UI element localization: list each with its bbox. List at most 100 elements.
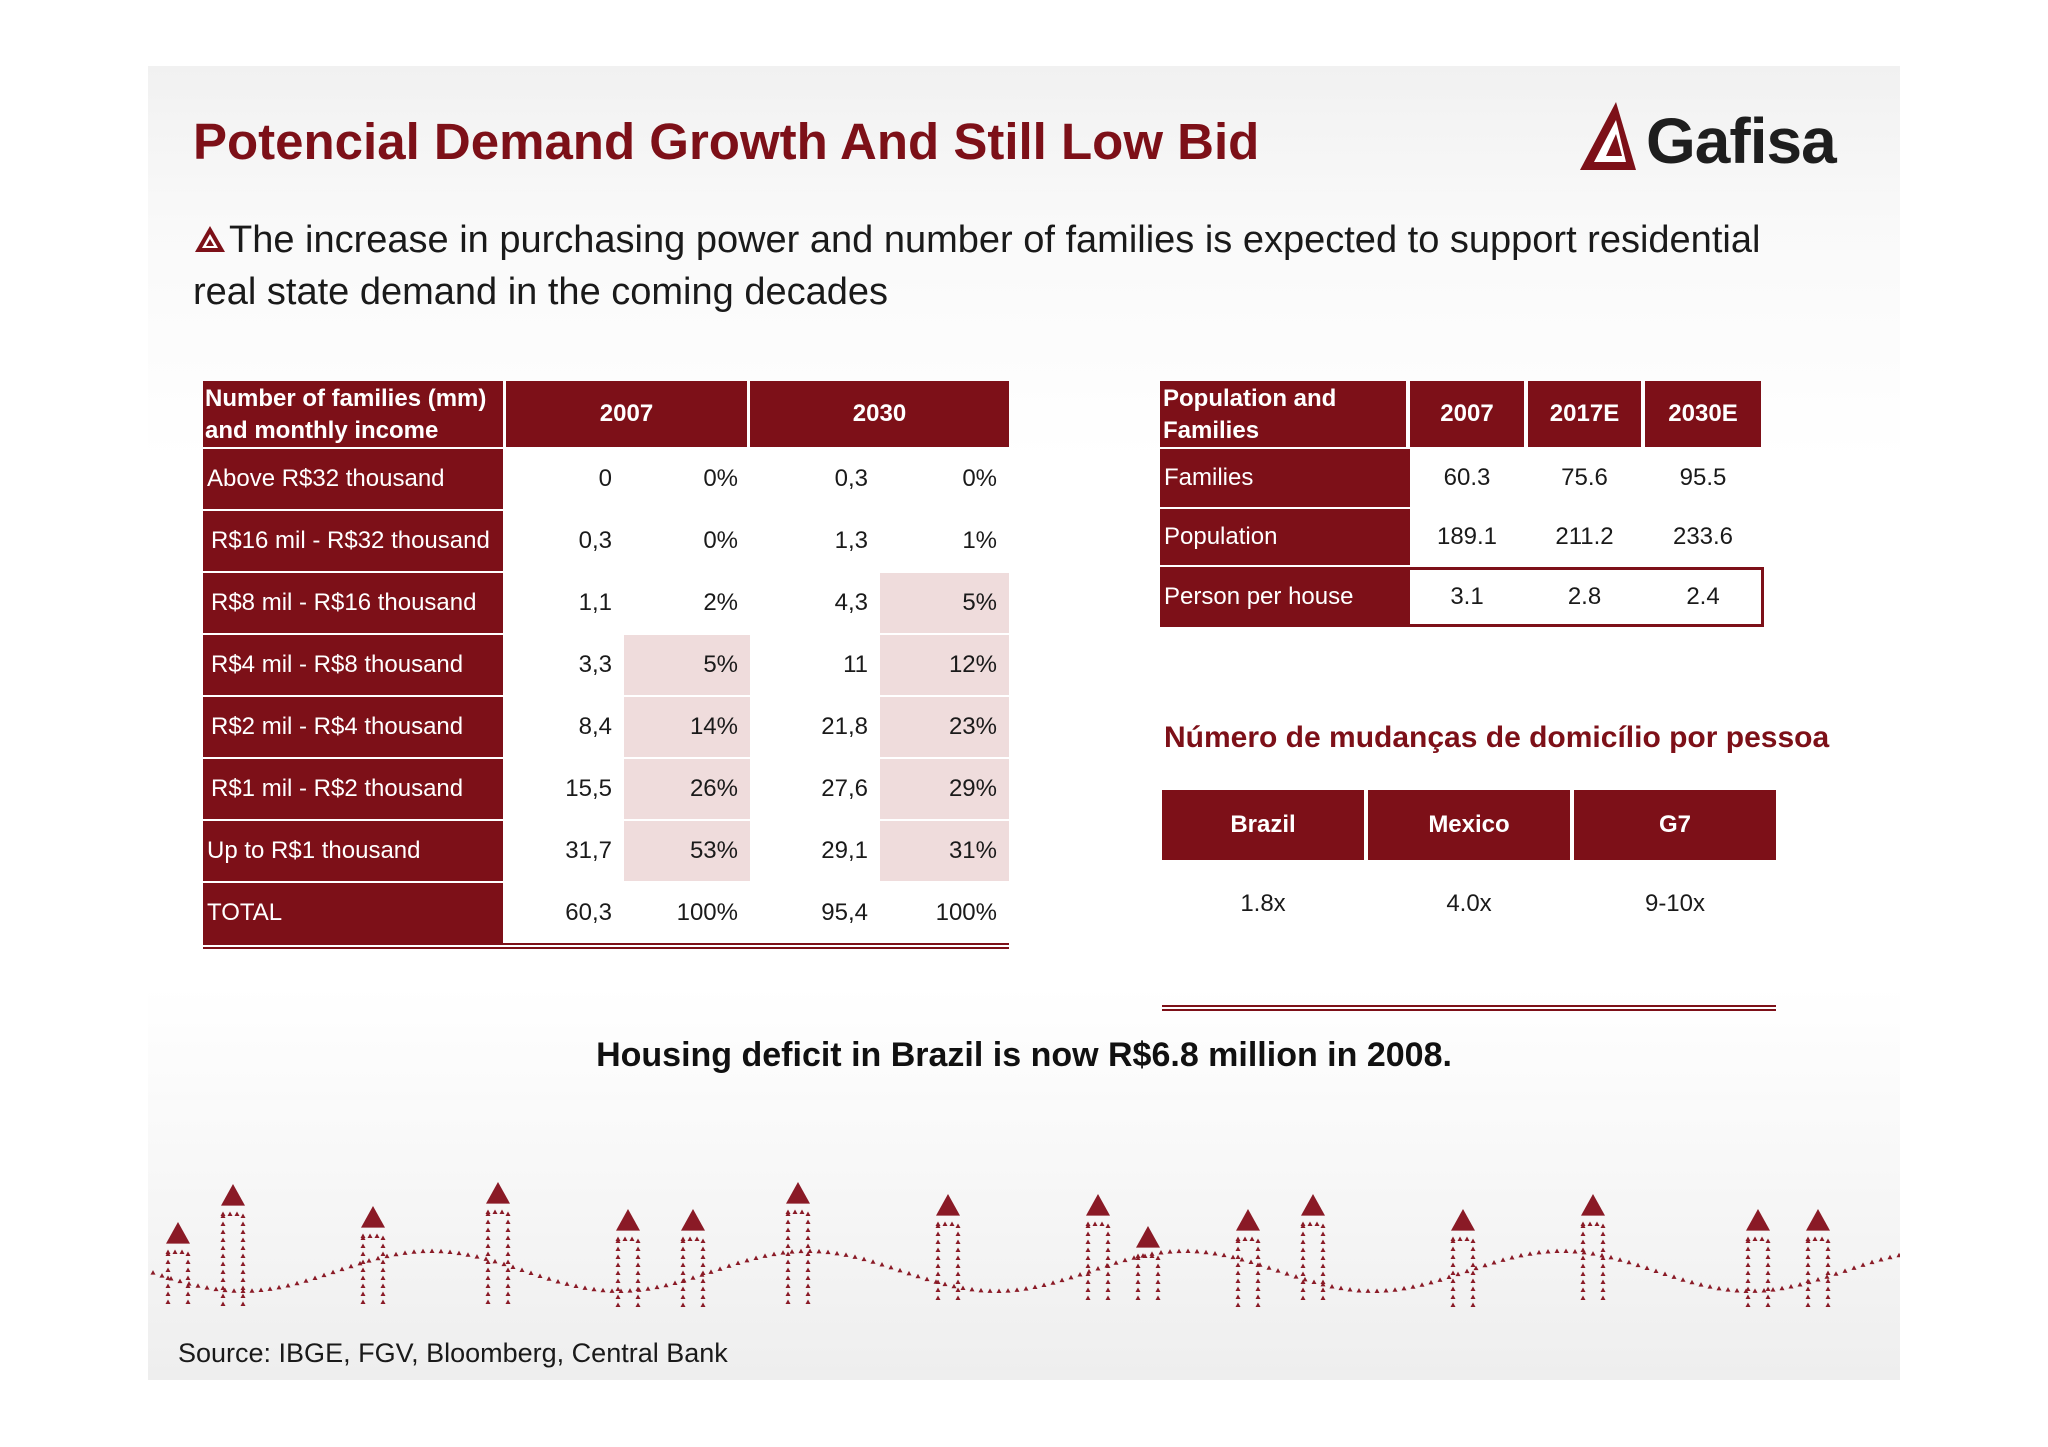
skyline-triangle bbox=[1086, 1268, 1092, 1274]
skyline-triangle bbox=[687, 1236, 693, 1241]
skyline-triangle bbox=[380, 1267, 386, 1272]
skyline-triangle bbox=[185, 1299, 191, 1304]
skyline-triangle bbox=[505, 1227, 511, 1232]
skyline-triangle bbox=[1825, 1262, 1831, 1267]
skyline-triangle bbox=[1221, 1252, 1227, 1258]
skyline-triangle bbox=[165, 1267, 171, 1272]
skyline-triangle bbox=[221, 1184, 245, 1206]
skyline-triangle bbox=[955, 1247, 961, 1252]
skyline-triangle bbox=[1203, 1249, 1209, 1255]
skyline-triangle bbox=[213, 1286, 219, 1292]
skyline-triangle bbox=[220, 1221, 226, 1226]
skyline-triangle bbox=[505, 1211, 511, 1216]
skyline-triangle bbox=[485, 1299, 491, 1304]
skyline-triangle bbox=[1085, 1247, 1091, 1252]
skyline-triangle bbox=[798, 1248, 804, 1254]
skyline-triangle bbox=[240, 1301, 246, 1306]
skyline-triangle bbox=[1338, 1285, 1344, 1291]
skyline-triangle bbox=[185, 1267, 191, 1272]
skyline-triangle bbox=[303, 1278, 309, 1283]
skyline-triangle bbox=[465, 1252, 471, 1257]
skyline-triangle bbox=[185, 1259, 191, 1264]
skyline-triangle bbox=[1887, 1254, 1893, 1260]
skyline-triangle bbox=[220, 1269, 226, 1274]
skyline-triangle bbox=[1105, 1247, 1111, 1252]
skyline-triangle bbox=[1600, 1231, 1606, 1236]
skyline-triangle bbox=[1235, 1246, 1241, 1251]
skyline-triangle bbox=[505, 1283, 511, 1288]
skyline-triangle bbox=[1752, 1288, 1758, 1293]
skyline-triangle bbox=[1545, 1249, 1551, 1254]
skyline-triangle bbox=[360, 1275, 366, 1280]
skyline-triangle bbox=[805, 1267, 811, 1272]
skyline-triangle bbox=[785, 1235, 791, 1240]
skyline-triangle bbox=[735, 1260, 741, 1266]
skyline-triangle bbox=[330, 1269, 336, 1275]
skyline-triangle bbox=[185, 1283, 191, 1288]
skyline-triangle bbox=[1451, 1209, 1475, 1231]
skyline-triangle bbox=[1356, 1287, 1362, 1293]
skyline-triangle bbox=[1300, 1231, 1306, 1236]
skyline-triangle bbox=[1450, 1254, 1456, 1259]
skyline-triangle bbox=[429, 1248, 435, 1254]
skyline-triangle bbox=[1248, 1259, 1254, 1265]
skyline-triangle bbox=[1131, 1255, 1137, 1260]
skyline-triangle bbox=[1383, 1288, 1389, 1293]
skyline-triangle bbox=[420, 1248, 426, 1254]
skyline-triangle bbox=[1765, 1238, 1771, 1243]
skyline-triangle bbox=[935, 1239, 941, 1244]
table-divider bbox=[1162, 1009, 1776, 1011]
skyline-triangle bbox=[1235, 1270, 1241, 1275]
skyline-triangle bbox=[1419, 1282, 1425, 1287]
skyline-triangle bbox=[1085, 1255, 1091, 1260]
skyline-triangle bbox=[505, 1275, 511, 1280]
skyline-triangle bbox=[1320, 1263, 1326, 1268]
skyline-decoration bbox=[150, 1182, 1900, 1307]
skyline-triangle bbox=[220, 1293, 226, 1298]
skyline-triangle bbox=[1851, 1265, 1857, 1270]
skyline-triangle bbox=[843, 1252, 849, 1257]
skyline-triangle bbox=[807, 1248, 813, 1254]
skyline-triangle bbox=[1005, 1288, 1011, 1293]
skyline-triangle bbox=[726, 1263, 732, 1268]
cell-2007-pct: 14% bbox=[624, 697, 750, 757]
skyline-triangle bbox=[485, 1251, 491, 1256]
skyline-triangle bbox=[955, 1271, 961, 1276]
skyline-triangle bbox=[805, 1235, 811, 1240]
skyline-triangle bbox=[1255, 1262, 1261, 1267]
skyline-triangle bbox=[499, 1209, 505, 1214]
skyline-triangle bbox=[1745, 1302, 1751, 1307]
skyline-triangle bbox=[1617, 1257, 1623, 1262]
skyline-triangle bbox=[1746, 1209, 1770, 1231]
skyline-triangle bbox=[591, 1286, 597, 1292]
row-label: Population bbox=[1160, 509, 1410, 565]
skyline-triangle bbox=[615, 1294, 621, 1299]
cell-value: 2.4 bbox=[1686, 583, 1720, 610]
skyline-triangle bbox=[240, 1253, 246, 1258]
skyline-triangle bbox=[1805, 1254, 1811, 1259]
skyline-triangle bbox=[172, 1249, 178, 1254]
skyline-triangle bbox=[816, 1248, 822, 1254]
skyline-triangle bbox=[1765, 1254, 1771, 1259]
skyline-triangle bbox=[159, 1273, 165, 1278]
skyline-triangle bbox=[1105, 1279, 1111, 1284]
skyline-triangle bbox=[799, 1209, 805, 1214]
skyline-triangle bbox=[537, 1273, 543, 1278]
skyline-triangle bbox=[785, 1251, 791, 1256]
skyline-triangle bbox=[501, 1261, 507, 1267]
skyline-triangle bbox=[1770, 1287, 1776, 1292]
skyline-triangle bbox=[1320, 1239, 1326, 1244]
skyline-triangle bbox=[805, 1243, 811, 1248]
skyline-triangle bbox=[1068, 1274, 1074, 1280]
skyline-triangle bbox=[1167, 1249, 1173, 1254]
skyline-triangle bbox=[1085, 1295, 1091, 1300]
skyline-triangle bbox=[1320, 1247, 1326, 1252]
skyline-triangle bbox=[374, 1233, 380, 1238]
skyline-triangle bbox=[510, 1264, 516, 1270]
cell-2030-pct: 31% bbox=[880, 821, 1009, 881]
skyline-triangle bbox=[680, 1270, 686, 1275]
skyline-triangle bbox=[1745, 1246, 1751, 1251]
skyline-triangle bbox=[240, 1245, 246, 1250]
skyline-triangle bbox=[1135, 1279, 1141, 1284]
skyline-triangle bbox=[635, 1246, 641, 1251]
